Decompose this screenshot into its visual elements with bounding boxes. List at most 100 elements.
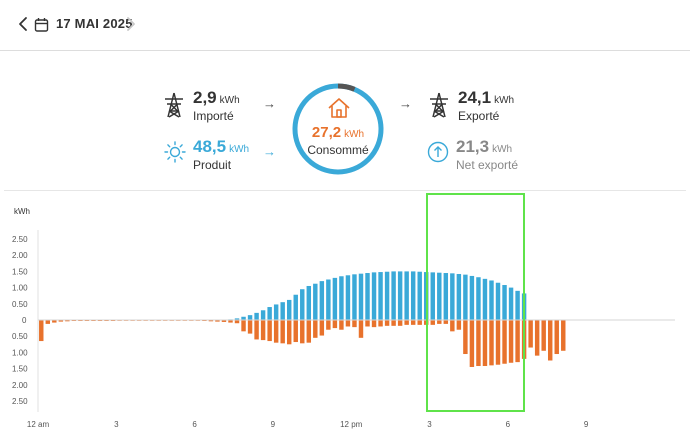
produced-bar[interactable] [417, 271, 422, 320]
consumed-bar[interactable] [215, 320, 220, 322]
produced-bar[interactable] [463, 274, 468, 320]
consumed-bar[interactable] [326, 320, 331, 330]
produced-bar[interactable] [384, 271, 390, 320]
consumed-bar[interactable] [45, 320, 51, 324]
consumed-bar[interactable] [365, 320, 370, 327]
consumed-bar[interactable] [515, 320, 520, 363]
consumed-bar[interactable] [378, 320, 383, 327]
consumed-bar[interactable] [319, 320, 325, 336]
consumed-bar[interactable] [404, 320, 409, 325]
produced-bar[interactable] [332, 277, 338, 320]
produced-bar[interactable] [339, 276, 344, 320]
consumed-bar[interactable] [417, 320, 422, 325]
consumed-bar[interactable] [430, 320, 435, 325]
produced-bar[interactable] [476, 277, 481, 320]
produced-bar[interactable] [234, 318, 240, 320]
consumed-bar[interactable] [397, 320, 403, 326]
consumed-bar[interactable] [541, 320, 546, 351]
chevron-right-icon[interactable] [122, 14, 140, 34]
consumed-bar[interactable] [450, 320, 455, 332]
consumed-bar[interactable] [293, 320, 298, 343]
consumed-bar[interactable] [554, 320, 559, 355]
produced-bar[interactable] [306, 285, 312, 320]
current-date[interactable]: 17 MAI 2025 [56, 16, 133, 31]
consumed-bar[interactable] [300, 320, 305, 344]
produced-bar[interactable] [502, 285, 507, 320]
produced-bar[interactable] [326, 279, 331, 321]
consumed-bar[interactable] [534, 320, 540, 356]
produced-bar[interactable] [489, 280, 494, 320]
consumed-bar[interactable] [456, 320, 462, 330]
consumed-bar[interactable] [410, 320, 416, 325]
consumed-bar[interactable] [313, 320, 318, 338]
produced-bar[interactable] [280, 302, 285, 320]
produced-bar[interactable] [365, 273, 370, 320]
consumed-bar[interactable] [267, 320, 272, 342]
produced-bar[interactable] [352, 274, 357, 320]
produced-bar[interactable] [260, 310, 266, 320]
consumed-bar[interactable] [463, 320, 468, 355]
produced-bar[interactable] [391, 271, 396, 320]
produced-bar[interactable] [410, 271, 416, 320]
consumed-bar[interactable] [352, 320, 357, 328]
consumed-bar[interactable] [437, 320, 442, 324]
consumed-bar[interactable] [502, 320, 507, 364]
produced-bar[interactable] [358, 273, 364, 320]
produced-bar[interactable] [313, 283, 318, 320]
consumed-bar[interactable] [495, 320, 501, 365]
consumed-bar[interactable] [234, 320, 240, 324]
consumed-bar[interactable] [52, 320, 57, 323]
consumed-bar[interactable] [561, 320, 566, 351]
produced-bar[interactable] [456, 273, 462, 320]
consumed-bar[interactable] [306, 320, 312, 343]
produced-bar[interactable] [300, 289, 305, 320]
consumed-bar[interactable] [391, 320, 396, 326]
produced-bar[interactable] [404, 271, 409, 320]
produced-bar[interactable] [241, 316, 246, 320]
consumed-bar[interactable] [476, 320, 481, 367]
consumed-bar[interactable] [358, 320, 364, 338]
consumed-bar[interactable] [273, 320, 279, 343]
consumed-bar[interactable] [547, 320, 553, 361]
produced-bar[interactable] [397, 271, 403, 320]
consumed-bar[interactable] [65, 320, 70, 322]
consumed-bar[interactable] [221, 320, 227, 322]
consumed-bar[interactable] [254, 320, 259, 340]
consumed-bar[interactable] [489, 320, 494, 366]
produced-bar[interactable] [495, 282, 501, 320]
produced-bar[interactable] [437, 272, 442, 320]
consumed-bar[interactable] [482, 320, 488, 367]
produced-bar[interactable] [345, 275, 351, 320]
produced-bar[interactable] [286, 299, 292, 320]
consumed-bar[interactable] [58, 320, 64, 322]
produced-bar[interactable] [508, 287, 514, 320]
produced-bar[interactable] [450, 273, 455, 320]
calendar-icon[interactable] [33, 15, 51, 35]
produced-bar[interactable] [293, 294, 298, 320]
produced-bar[interactable] [273, 304, 279, 320]
consumed-bar[interactable] [260, 320, 266, 341]
produced-bar[interactable] [267, 307, 272, 320]
consumed-bar[interactable] [247, 320, 253, 334]
consumed-bar[interactable] [280, 320, 285, 344]
produced-bar[interactable] [430, 272, 435, 320]
consumed-bar[interactable] [339, 320, 344, 330]
produced-bar[interactable] [443, 273, 449, 320]
consumed-bar[interactable] [508, 320, 514, 363]
consumed-bar[interactable] [528, 320, 533, 348]
chevron-left-icon[interactable] [14, 14, 32, 34]
consumed-bar[interactable] [332, 320, 338, 329]
consumed-bar[interactable] [384, 320, 390, 326]
produced-bar[interactable] [515, 290, 520, 320]
produced-bar[interactable] [482, 278, 488, 320]
consumed-bar[interactable] [228, 320, 233, 323]
consumed-bar[interactable] [208, 320, 214, 322]
consumed-bar[interactable] [345, 320, 351, 327]
produced-bar[interactable] [371, 272, 377, 320]
produced-bar[interactable] [469, 275, 475, 320]
consumed-bar[interactable] [241, 320, 246, 332]
produced-bar[interactable] [319, 281, 325, 320]
consumed-bar[interactable] [443, 320, 449, 324]
consumed-bar[interactable] [286, 320, 292, 345]
produced-bar[interactable] [254, 312, 259, 320]
